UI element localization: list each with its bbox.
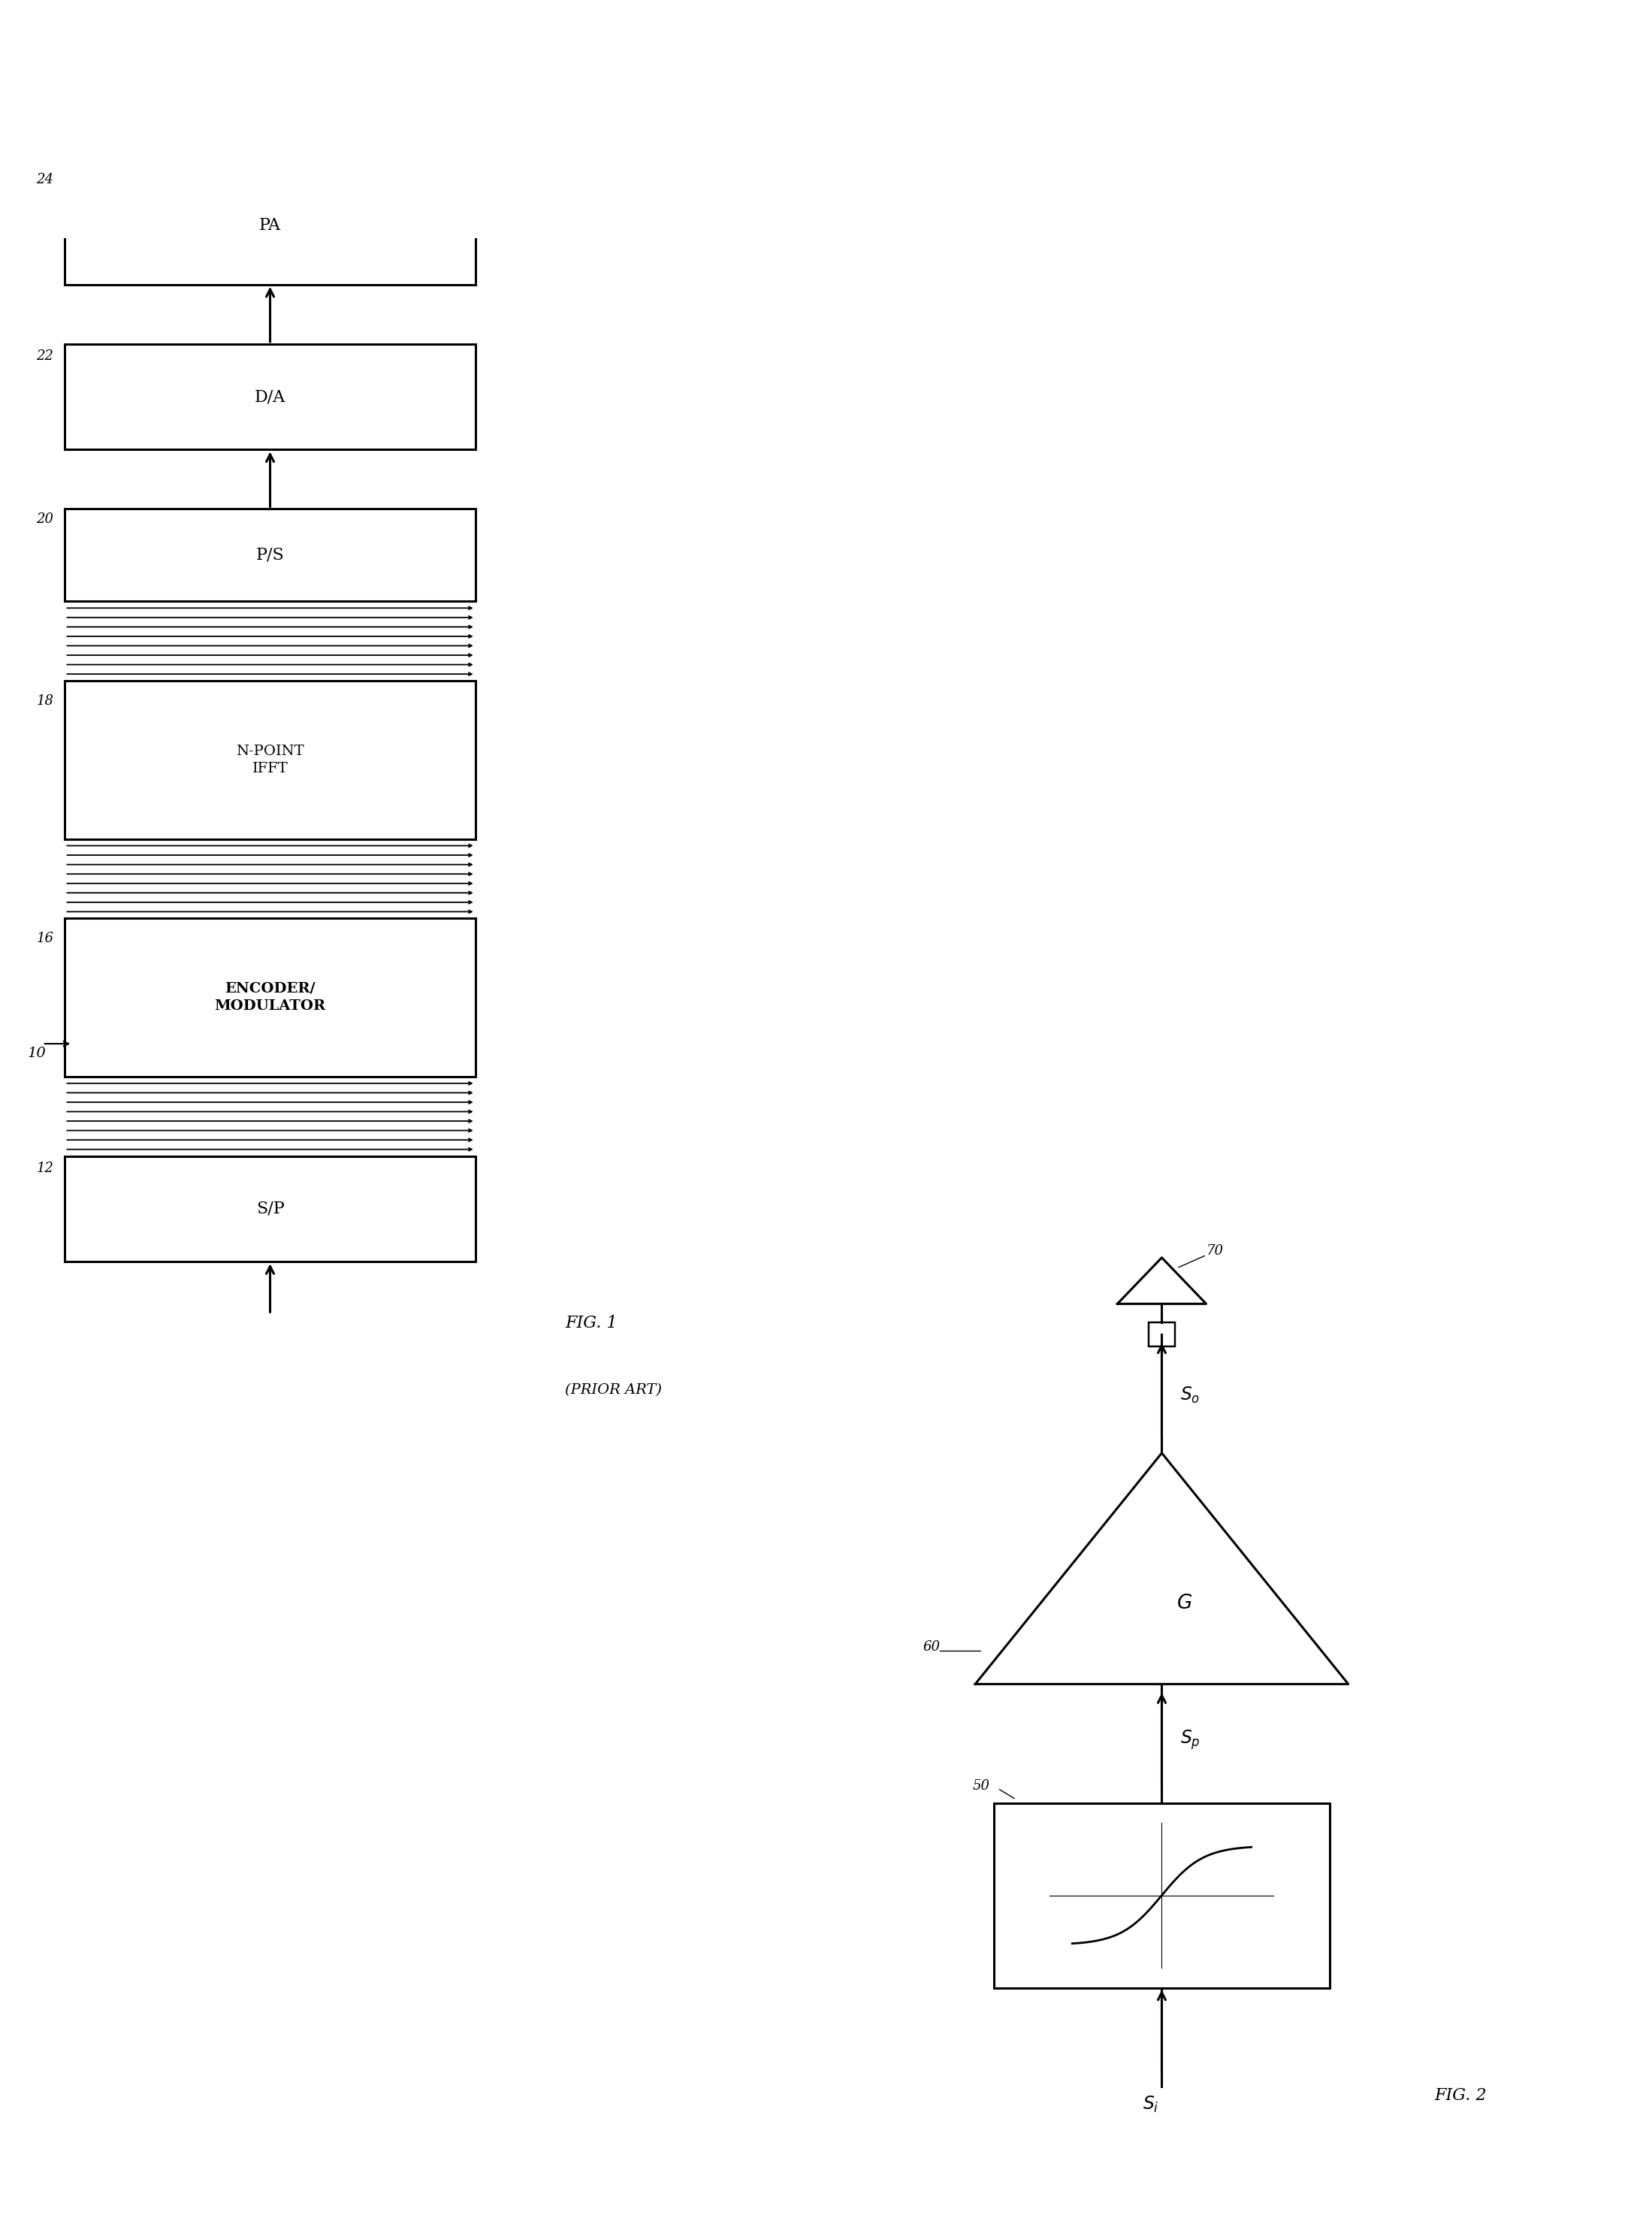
Bar: [64, 1156, 476, 1261]
Bar: [1148, 1323, 1175, 1346]
Bar: [64, 167, 476, 285]
Text: 20: 20: [36, 512, 55, 525]
Text: P/S: P/S: [256, 547, 284, 563]
Text: N-POINT
IFFT: N-POINT IFFT: [236, 745, 304, 776]
Text: 16: 16: [36, 932, 55, 945]
Text: 22: 22: [36, 349, 55, 363]
Text: ENCODER/
MODULATOR: ENCODER/ MODULATOR: [215, 981, 325, 1014]
Text: $\mathit{S_p}$: $\mathit{S_p}$: [1181, 1728, 1201, 1750]
Text: FIG. 2: FIG. 2: [1434, 2086, 1487, 2104]
Text: 18: 18: [36, 694, 55, 707]
Text: (PRIOR ART): (PRIOR ART): [565, 1383, 662, 1397]
Text: S/P: S/P: [256, 1201, 284, 1217]
Text: 12: 12: [36, 1161, 55, 1174]
Bar: [256, 56, 284, 78]
Bar: [995, 1804, 1330, 1988]
Bar: [64, 681, 476, 838]
Bar: [64, 919, 476, 1076]
Text: PA: PA: [259, 218, 281, 234]
Text: $\mathit{G}$: $\mathit{G}$: [1176, 1595, 1193, 1612]
Bar: [64, 509, 476, 600]
Text: 60: 60: [923, 1641, 940, 1655]
Text: $\mathit{S_i}$: $\mathit{S_i}$: [1143, 2095, 1158, 2115]
Bar: [64, 345, 476, 449]
Text: 24: 24: [36, 173, 55, 187]
Text: 10: 10: [28, 1048, 46, 1061]
Text: 50: 50: [973, 1779, 990, 1793]
Text: D/A: D/A: [254, 389, 286, 405]
Text: $\mathit{S_o}$: $\mathit{S_o}$: [1181, 1386, 1201, 1406]
Text: 70: 70: [1206, 1245, 1224, 1259]
Text: FIG. 1: FIG. 1: [565, 1314, 618, 1332]
